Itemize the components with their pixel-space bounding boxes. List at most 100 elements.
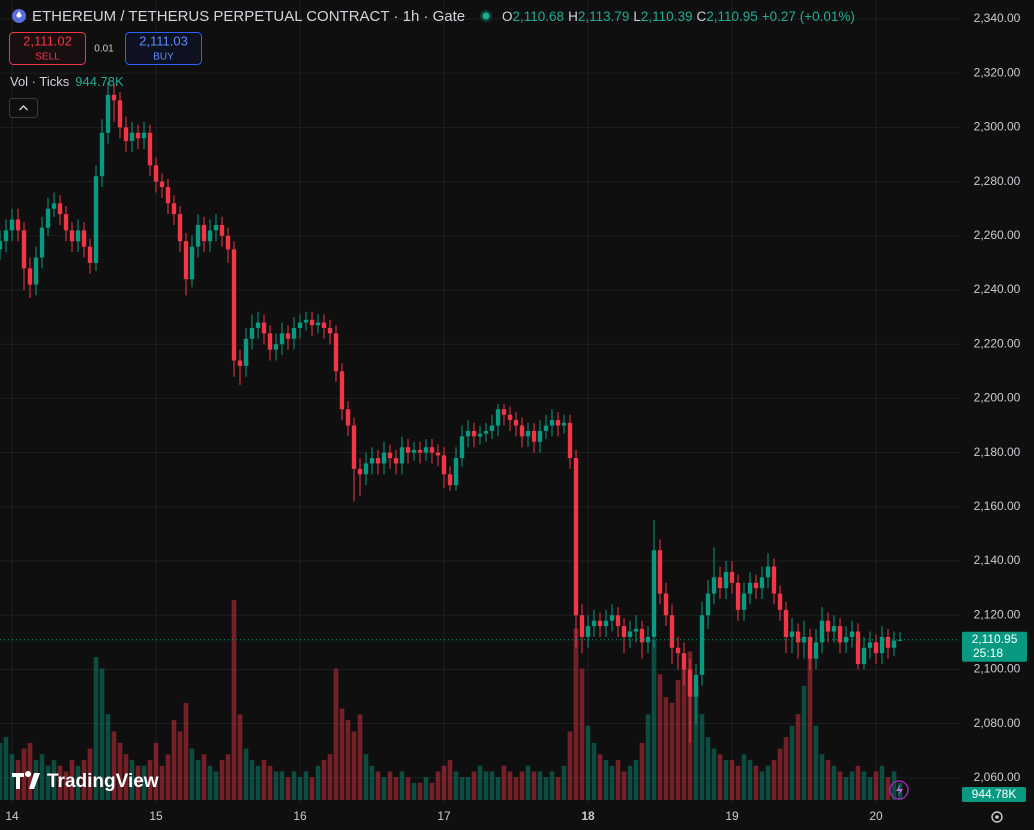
volume-bar (549, 771, 555, 800)
candle-body (687, 669, 693, 697)
volume-bar (381, 777, 387, 800)
volume-bar (741, 754, 747, 800)
volume-bar (891, 771, 897, 800)
candle-body (747, 582, 753, 594)
candle-body (483, 430, 489, 434)
volume-bar (867, 777, 873, 800)
x-tick-label: 18 (581, 809, 595, 823)
candle-body (789, 631, 795, 637)
candle-body (513, 420, 519, 426)
volume-bar (531, 771, 537, 800)
symbol-title[interactable]: ETHEREUM / TETHERUS PERPETUAL CONTRACT ·… (32, 8, 465, 25)
candle-body (573, 458, 579, 616)
candle-body (795, 631, 801, 643)
sell-price: 2,111.02 (23, 33, 72, 48)
volume-bar (213, 771, 219, 800)
candle-body (807, 636, 813, 659)
candle-body (453, 458, 459, 486)
volume-bar (309, 777, 315, 800)
volume-bar (489, 771, 495, 800)
candle-body (579, 615, 585, 637)
candle-body (45, 208, 51, 228)
volume-bar (63, 771, 69, 800)
candle-body (231, 249, 237, 361)
volume-bar (885, 777, 891, 800)
x-tick-label: 20 (869, 809, 883, 823)
candle-body (441, 455, 447, 475)
volume-bar (207, 765, 213, 800)
candle-body (729, 571, 735, 583)
candle-body (525, 430, 531, 437)
candle-body (609, 615, 615, 621)
collapse-button[interactable] (9, 98, 38, 118)
volume-bar (177, 731, 183, 800)
candle-body (177, 214, 183, 242)
indicator-legend[interactable]: Vol · Ticks 944.78K (10, 74, 124, 89)
volume-bar (285, 777, 291, 800)
candle-body (879, 636, 885, 654)
candle-body (243, 338, 249, 366)
candle-body (261, 322, 267, 334)
candle-body (657, 550, 663, 594)
volume-bar (771, 760, 777, 800)
candle-body (51, 203, 57, 209)
alert-icon[interactable] (889, 780, 909, 800)
y-tick-label: 2,200.00 (974, 391, 1021, 405)
l-value: 2,110.39 (641, 9, 693, 24)
candle-body (165, 187, 171, 204)
volume-bar (537, 771, 543, 800)
volume-bar (135, 765, 141, 800)
candle-body (489, 425, 495, 431)
buy-button[interactable] (125, 32, 202, 65)
volume-bar (465, 777, 471, 800)
volume-bar (483, 771, 489, 800)
volume-bar (195, 760, 201, 800)
candle-body (3, 230, 9, 242)
volume-bar (519, 771, 525, 800)
volume-bar (219, 760, 225, 800)
candle-body (0, 241, 3, 250)
candle-body (753, 582, 759, 589)
x-tick-label: 14 (5, 809, 19, 823)
candle-body (375, 458, 381, 464)
volume-bar (69, 760, 75, 800)
candle-body (123, 127, 129, 141)
candle-body (651, 550, 657, 637)
settings-icon[interactable] (991, 811, 1003, 823)
volume-bar (303, 771, 309, 800)
volume-bar (555, 777, 561, 800)
y-tick-label: 2,240.00 (974, 282, 1021, 296)
candle-body (315, 322, 321, 326)
volume-bar (573, 628, 579, 800)
sell-button[interactable] (9, 32, 86, 65)
candle-body (705, 593, 711, 616)
candle-body (63, 214, 69, 231)
volume-bar (789, 725, 795, 800)
candles (0, 81, 903, 743)
volume-bar (231, 600, 237, 800)
volume-bar (825, 760, 831, 800)
volume-bar (123, 754, 129, 800)
volume-bar (57, 765, 63, 800)
volume-bar (777, 748, 783, 800)
volume-bar (597, 754, 603, 800)
candle-body (117, 100, 123, 128)
volume-bar (417, 782, 423, 800)
indicator-name: Vol · Ticks (10, 74, 70, 89)
volume-bar (495, 777, 501, 800)
candle-body (213, 224, 219, 231)
volume-bar (711, 748, 717, 800)
volume-bar (171, 720, 177, 800)
volume-bar (117, 742, 123, 800)
candle-body (105, 94, 111, 133)
volume-bar (291, 771, 297, 800)
volume-bar (165, 754, 171, 800)
volume-bar (279, 771, 285, 800)
y-tick-label: 2,080.00 (974, 716, 1021, 730)
ohlc-legend: O2,110.68 H2,113.79 L2,110.39 C2,110.95 +0.2… (502, 9, 855, 24)
candle-body (339, 371, 345, 410)
volume-bar (615, 760, 621, 800)
volume-bar (411, 782, 417, 800)
candle-body (873, 642, 879, 654)
